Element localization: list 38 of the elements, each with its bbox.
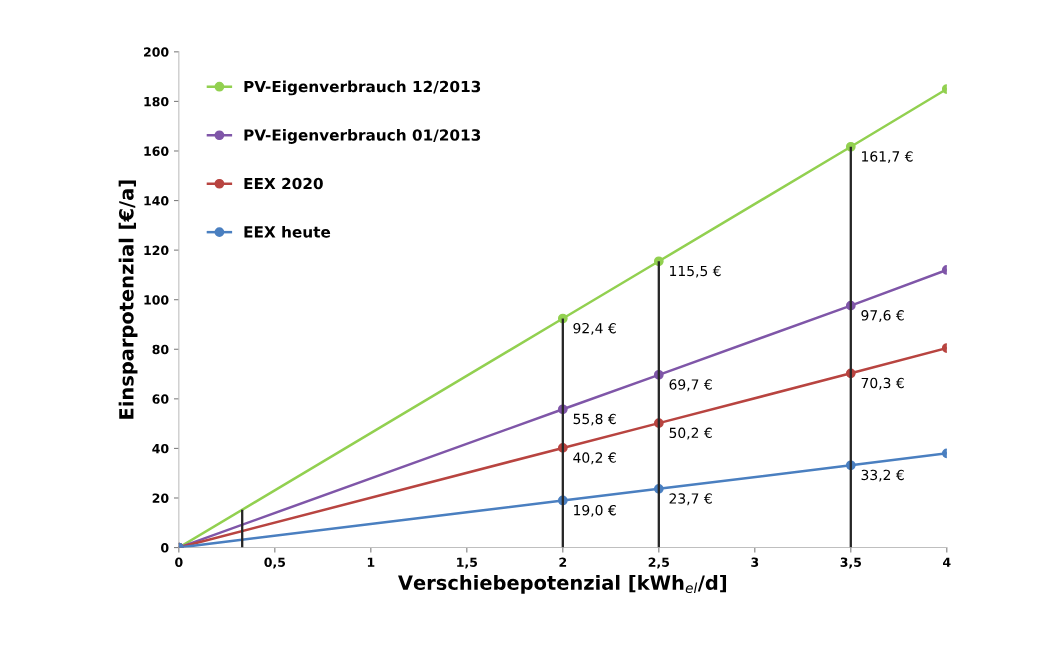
data-label: 50,2 €: [669, 427, 712, 440]
data-label: 115,5 €: [670, 265, 721, 278]
y-tick-label: 0: [161, 543, 169, 553]
y-tick-label: 40: [152, 443, 169, 454]
data-label: 19,0 €: [574, 504, 616, 517]
x-tick-label: 2: [559, 557, 567, 567]
data-label: 69,7 €: [669, 379, 712, 392]
x-tick-label: 3: [751, 557, 759, 567]
y-tick-label: 80: [152, 344, 169, 355]
y-axis-title: Einsparpotenzial [€/a]: [118, 180, 138, 419]
data-label: 55,8 €: [573, 413, 616, 426]
data-label: 40,2 €: [573, 452, 616, 465]
data-label: 161,7 €: [862, 151, 913, 164]
y-tick-label: 120: [144, 245, 169, 256]
x-tick-label: 0: [175, 557, 183, 567]
data-label: 70,3 €: [861, 377, 904, 390]
y-tick-label: 20: [152, 493, 169, 503]
x-tick-label: 1,5: [457, 557, 478, 569]
y-tick-label: 180: [144, 96, 169, 107]
y-tick-label: 160: [144, 146, 169, 156]
data-label: 23,7 €: [669, 493, 712, 506]
data-label: 33,2 €: [861, 469, 904, 482]
legend-label: EEX 2020: [244, 177, 323, 190]
data-label: 92,4 €: [573, 322, 616, 335]
legend-label: EEX heute: [244, 225, 331, 238]
x-tick-label: 2,5: [648, 557, 670, 569]
x-tick-label: 0,5: [264, 557, 286, 569]
x-tick-label: 1: [367, 557, 375, 567]
legend-label: PV-Eigenverbrauch 12/2013: [244, 80, 481, 96]
data-label: 97,6 €: [861, 310, 904, 322]
y-tick-label: 200: [144, 47, 169, 57]
x-tick-label: 3,5: [840, 557, 861, 569]
legend-label: PV-Eigenverbrauch 01/2013: [244, 128, 481, 144]
y-tick-label: 140: [144, 196, 169, 206]
y-tick-label: 60: [152, 394, 169, 404]
y-tick-label: 100: [144, 295, 169, 305]
x-axis-title: Verschiebepotenzial [kWh$_{el}$/d]: [398, 574, 727, 594]
x-tick-label: 4: [943, 557, 951, 567]
